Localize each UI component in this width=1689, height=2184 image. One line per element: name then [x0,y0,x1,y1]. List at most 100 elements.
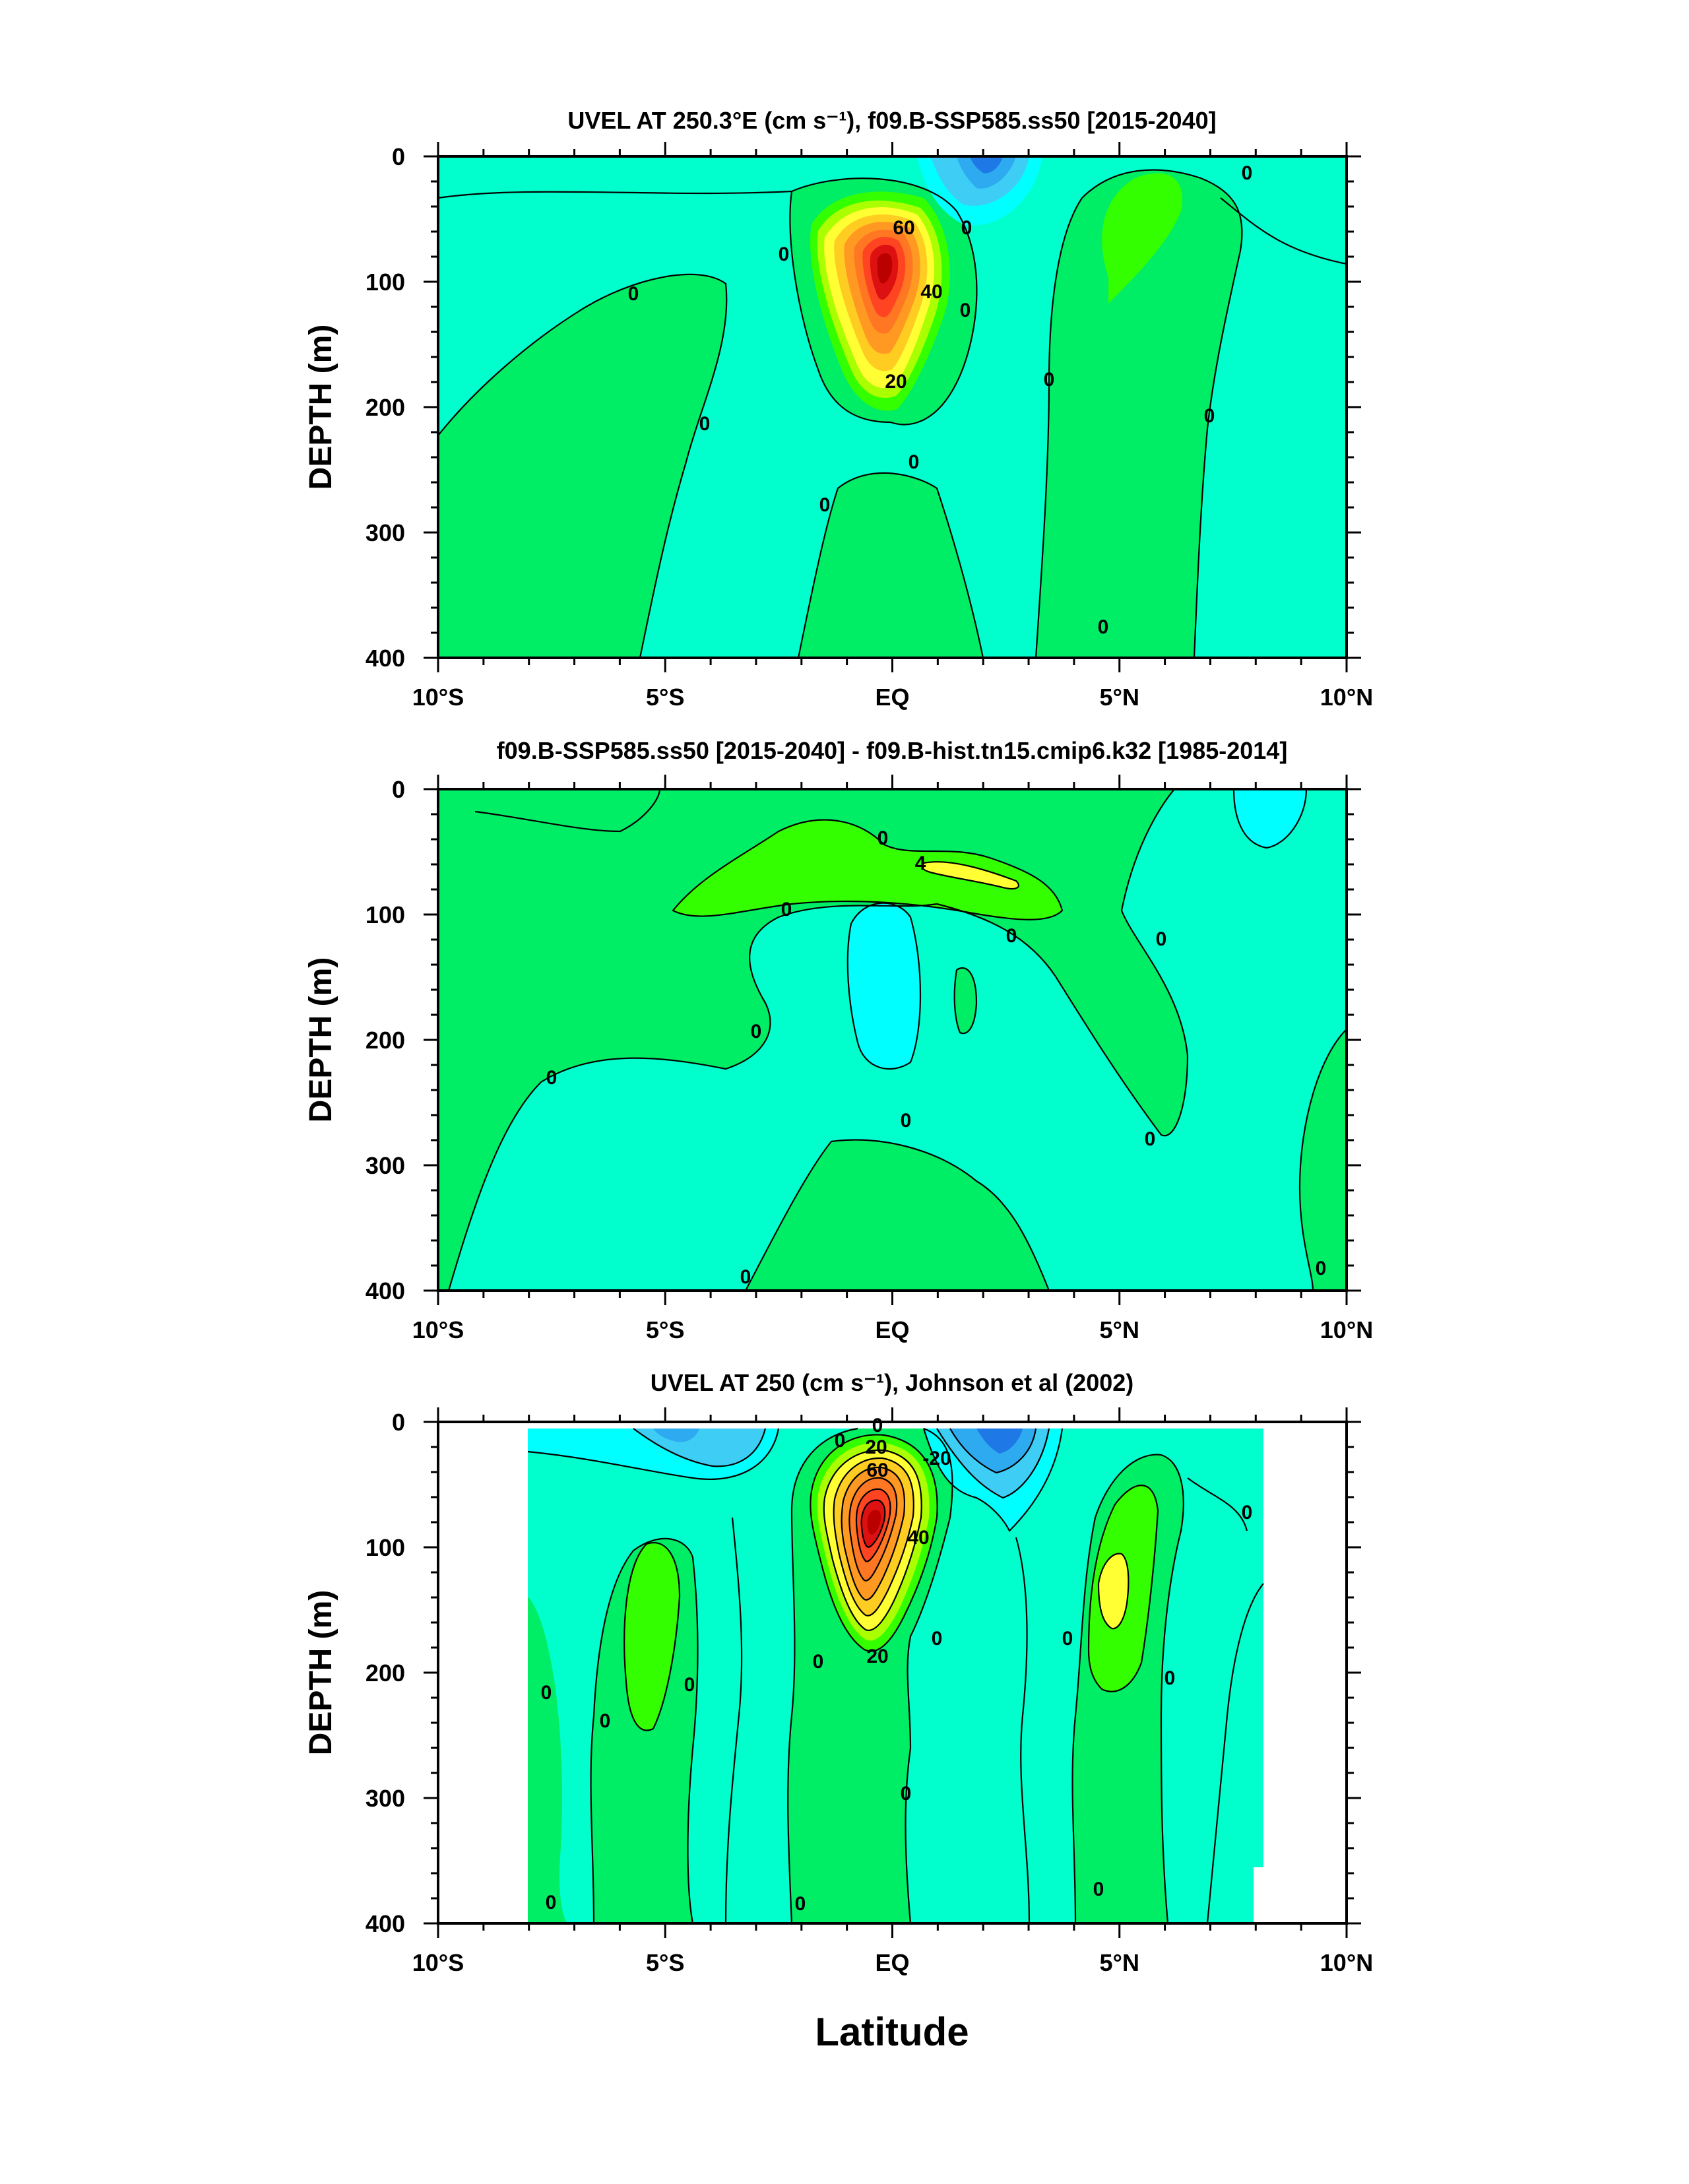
contour-ne [1232,789,1308,849]
region-max-p20 [922,862,1019,889]
x-tick-label: EQ [875,684,909,711]
contour-south-p10 [623,1542,681,1731]
clabel: 0 [781,899,792,920]
contour-westward-m20 [949,1428,1037,1474]
contour-m5-band-east [1015,1537,1031,1923]
clabel: 0 [961,217,972,239]
clabel: 60 [893,217,914,239]
y-tick-label: 400 [366,1910,405,1937]
contour-euc-p20 [823,1449,922,1632]
contour-zero-main [447,789,1189,1291]
clabel: 0 [1242,1502,1253,1524]
x-tick-label: 5°S [646,1949,684,1976]
region-north-p10 [1102,173,1182,304]
clabel: 0 [1093,1879,1104,1900]
clabel: 0 [628,283,639,305]
contour-euc-p50 [848,1477,898,1582]
contour-zero-euc [789,177,978,426]
contour-north-p10 [1087,1485,1159,1692]
y-axis-title: DEPTH (m) [303,957,338,1123]
clabel: 0 [600,1710,611,1732]
euc-p80 [867,1510,881,1535]
x-tick-label: 5°N [1100,1949,1139,1976]
clabel: 0 [872,1415,883,1436]
clabel: 20 [865,1436,887,1458]
euc-p80 [877,253,893,284]
clabel: 0 [835,1430,846,1452]
y-tick-label: 100 [366,901,405,928]
y-tick-label: 0 [392,1409,405,1436]
clabel: 0 [1316,1258,1327,1279]
contour-ne [1187,1477,1248,1531]
region-eq-deep [798,472,983,658]
x-tick-label: 5°S [646,684,684,711]
panel-2: f09.B-SSP585.ss50 [2015-2040] - f09.B-hi… [303,737,1373,1343]
panel-3-title: UVEL AT 250 (cm s⁻¹), Johnson et al (200… [651,1369,1134,1396]
contour-north-p20 [1097,1553,1130,1630]
y-tick-label: 0 [392,143,405,170]
contour-max-p10 [672,819,1064,920]
panel-1-field [438,156,1347,658]
x-tick-label: 10°S [412,1949,464,1976]
contour-small [953,967,978,1035]
contour-westward-m10 [936,1428,1050,1499]
panel-1-title: UVEL AT 250.3°E (cm s⁻¹), f09.B-SSP585.s… [567,107,1216,134]
contour-zero-east [1298,1029,1347,1291]
clabel: 0 [546,1892,557,1913]
y-tick-label: 400 [366,645,405,672]
clabel: 0 [1006,925,1017,947]
contour-zero-north [1035,169,1243,658]
y-tick-label: 200 [366,394,405,421]
clabel: 20 [866,1646,888,1667]
contour-euc-p60 [855,1488,891,1562]
panel-1-contour-labels: 0 0 0 0 0 0 0 0 0 0 0 20 40 60 [628,162,1253,638]
region-sw-p5 [528,1597,567,1923]
clabel: 0 [932,1628,943,1650]
contour-max-p20 [921,861,1019,890]
x-tick-label: 10°S [412,684,464,711]
y-tick-label: 0 [392,776,405,803]
x-tick-label: 10°S [412,1316,464,1343]
region-ne-m5 [1234,789,1306,848]
region-min-m5 [847,903,920,1069]
clabel: 0 [819,494,831,516]
contour-zero-south [438,273,728,658]
x-tick-label: EQ [875,1949,909,1976]
clabel: 0 [779,243,790,265]
panel-3-contour-labels: 0 0 0 0 0 0 0 0 0 0 0 0 0 0 20 60 40 20 … [541,1415,1253,1915]
clabel: 0 [740,1266,751,1288]
panel-2-contour-labels: 0 0 0 0 0 0 0 0 0 0 4 [546,827,1327,1288]
clabel: 0 [813,1651,824,1673]
contour-euc-west [787,1427,858,1923]
panel-1: UVEL AT 250.3°E (cm s⁻¹), f09.B-SSP585.s… [303,107,1373,711]
y-tick-label: 200 [366,1027,405,1054]
clabel: 0 [1098,616,1109,638]
contour-south [590,1537,699,1923]
clabel: 0 [1145,1128,1156,1150]
y-axis-title: DEPTH (m) [303,1590,338,1756]
region-small-p5 [954,968,976,1034]
x-tick-label: 5°N [1100,1316,1139,1343]
clabel: 0 [877,827,889,849]
region-north-band [1036,170,1242,658]
contour-upper [438,190,792,199]
panel-3: UVEL AT 250 (cm s⁻¹), Johnson et al (200… [303,1369,1373,1976]
y-tick-label: 300 [366,1152,405,1179]
clabel: 0 [1164,1667,1176,1689]
clabel: -20 [922,1448,951,1469]
contour-zero-eq-deep [797,472,984,658]
region-westward-m30 [970,156,1003,174]
clabel: 40 [907,1527,929,1549]
clabel: 0 [1204,405,1215,427]
y-tick-label: 300 [366,519,405,546]
panel-3-field [438,1422,1347,1923]
panel-2-title: f09.B-SSP585.ss50 [2015-2040] - f09.B-hi… [497,737,1288,764]
clabel: 0 [541,1682,552,1704]
contour-m5-band [724,1517,743,1923]
contour-min [846,902,922,1070]
clabel: 20 [885,371,907,393]
